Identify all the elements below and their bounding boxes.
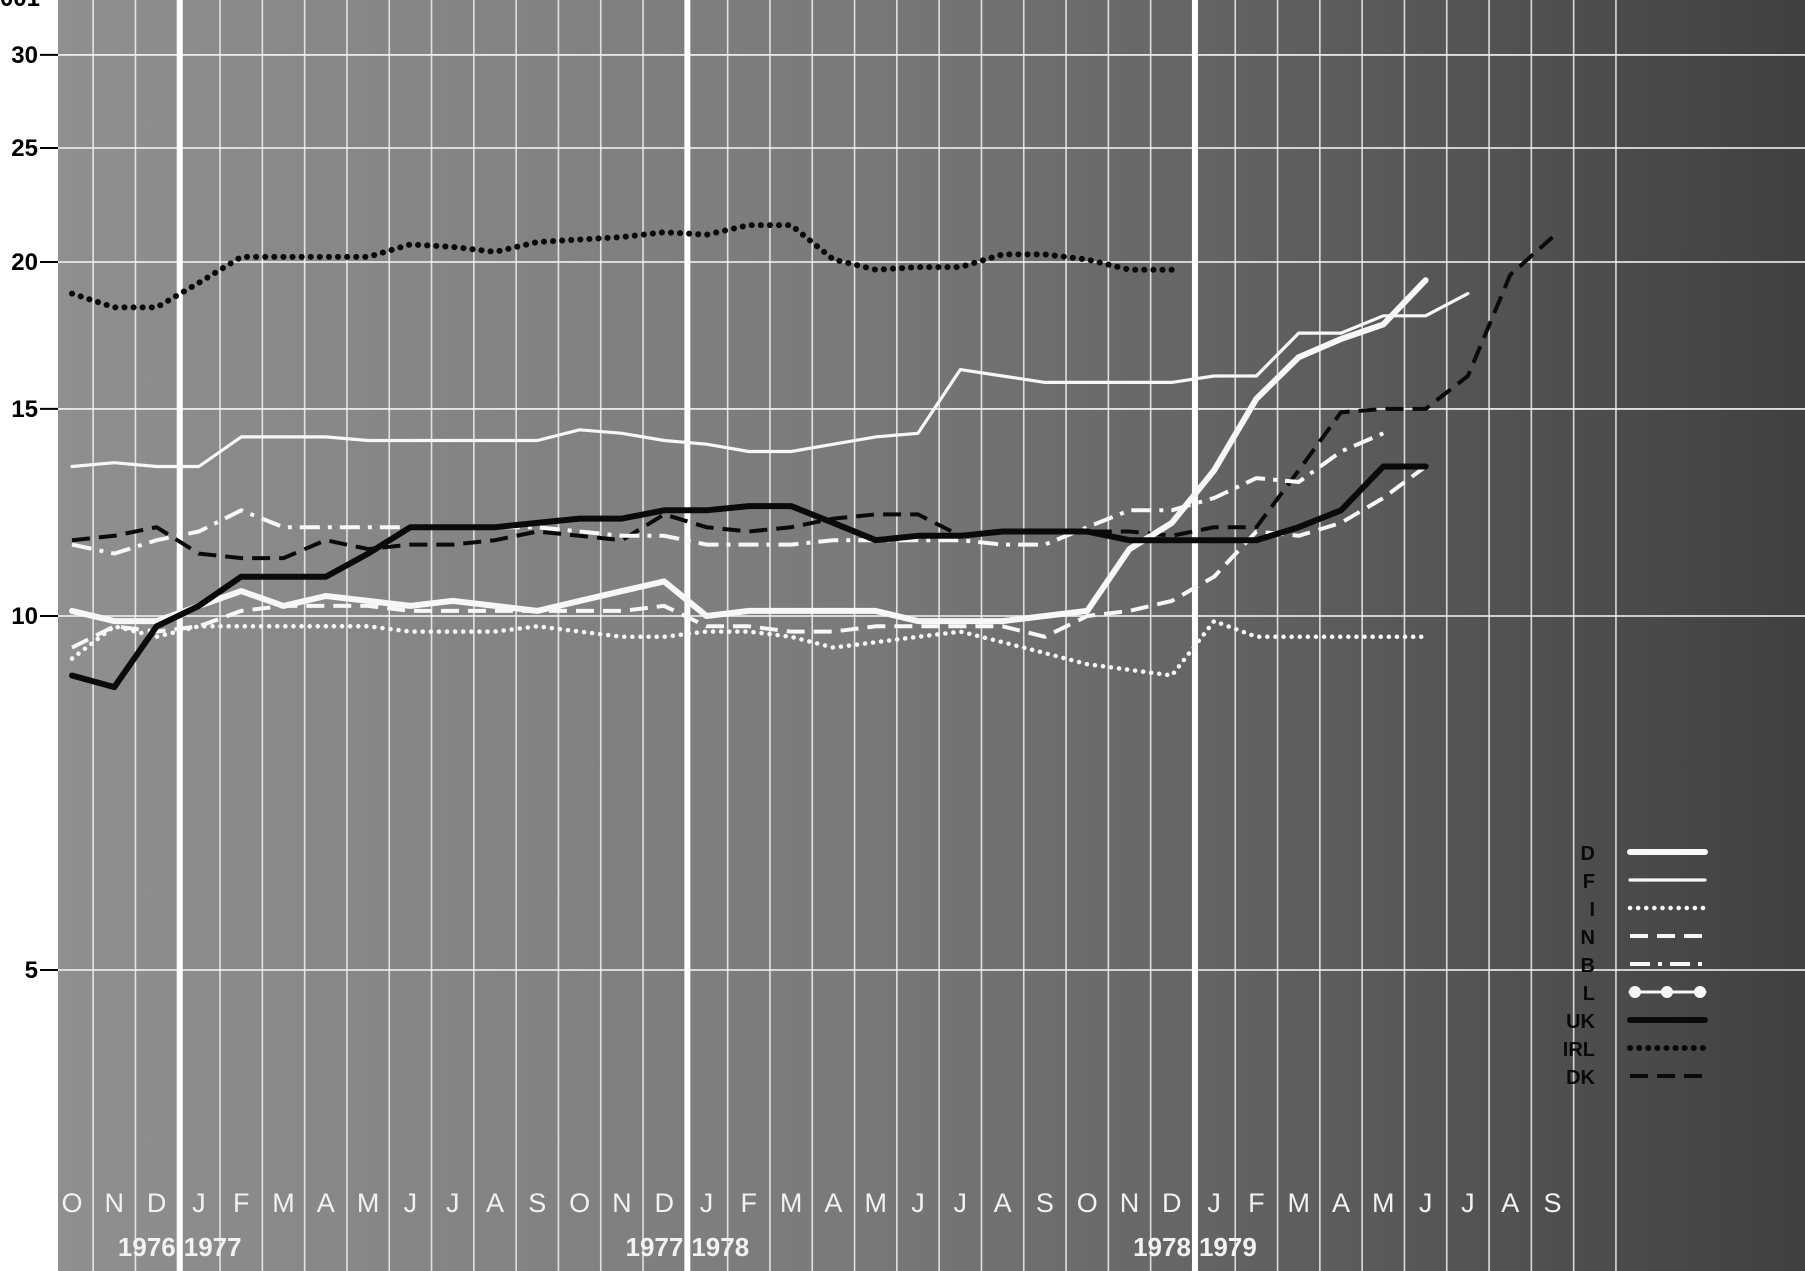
grid: [58, 0, 1805, 1271]
x-tick-label: O: [61, 1188, 82, 1218]
x-tick-label: N: [612, 1188, 632, 1218]
y-tick-label: 20: [11, 249, 38, 276]
legend-label: UK: [1566, 1011, 1595, 1033]
x-tick-label: F: [233, 1188, 250, 1218]
legend-label: L: [1583, 983, 1595, 1005]
series-line-i: [69, 618, 1428, 678]
x-tick-label: S: [1036, 1188, 1054, 1218]
x-tick-label: M: [357, 1188, 380, 1218]
x-tick-label: J: [1461, 1188, 1475, 1218]
y-tick-label: 25: [11, 135, 38, 162]
legend-marker: [1694, 986, 1706, 998]
x-tick-label: D: [654, 1188, 674, 1218]
legend-label: DK: [1566, 1067, 1595, 1089]
series-line-irl: [69, 222, 1175, 311]
x-tick-label: N: [1120, 1188, 1140, 1218]
year-label: 1977: [184, 1232, 242, 1262]
x-tick-label: D: [1162, 1188, 1182, 1218]
series-line-n: [71, 464, 1427, 650]
year-label: 1979: [1199, 1232, 1257, 1262]
y-tick-label: 10: [11, 603, 38, 630]
legend-label: I: [1589, 899, 1595, 921]
x-tick-label: J: [192, 1188, 206, 1218]
x-tick-label: O: [569, 1188, 590, 1218]
x-tick-label: M: [1287, 1188, 1310, 1218]
x-tick-label: J: [404, 1188, 418, 1218]
y-tick-label: 30: [11, 42, 38, 69]
y-axis: 001 5 10 15 20 25 30: [0, 0, 58, 984]
x-tick-label: A: [1501, 1188, 1519, 1218]
x-tick-label: A: [824, 1188, 842, 1218]
series-group: [69, 222, 1554, 691]
x-tick-label: S: [1543, 1188, 1561, 1218]
x-tick-label: F: [1248, 1188, 1265, 1218]
legend-label: D: [1581, 843, 1595, 865]
legend-marker: [1661, 986, 1673, 998]
top-cut-label: 001: [0, 0, 40, 12]
x-tick-label: J: [1419, 1188, 1433, 1218]
x-tick-label: J: [1207, 1188, 1221, 1218]
x-tick-label: S: [528, 1188, 546, 1218]
series-line-f: [70, 292, 1470, 469]
legend-label: F: [1583, 871, 1595, 893]
x-tick-label: M: [272, 1188, 295, 1218]
x-tick-label: A: [994, 1188, 1012, 1218]
x-tick-label: A: [486, 1188, 504, 1218]
x-tick-label: M: [864, 1188, 887, 1218]
year-label: 1978: [691, 1232, 749, 1262]
x-tick-label: A: [317, 1188, 335, 1218]
series-line-d: [69, 277, 1429, 625]
x-tick-label: N: [105, 1188, 125, 1218]
legend-marker: [1629, 986, 1641, 998]
x-tick-label: J: [446, 1188, 460, 1218]
x-tick-label: J: [954, 1188, 968, 1218]
series-line-dk: [71, 235, 1554, 561]
series-line-uk: [69, 463, 1429, 691]
year-label: 1977: [626, 1232, 684, 1262]
y-tick-label: 15: [11, 396, 38, 423]
x-tick-label: J: [911, 1188, 925, 1218]
x-tick-label: J: [700, 1188, 714, 1218]
series-line-b: [71, 431, 1385, 556]
x-tick-label: F: [741, 1188, 758, 1218]
x-tick-label: M: [1372, 1188, 1395, 1218]
legend-label: IRL: [1563, 1039, 1595, 1061]
x-tick-label: A: [1332, 1188, 1350, 1218]
legend-label: B: [1581, 955, 1595, 977]
x-tick-label: M: [780, 1188, 803, 1218]
legend-label: N: [1581, 927, 1595, 949]
x-axis: O N D J F M A M J J A S O N D J F M A M J J A S O N D J F M A M J J A S1976…: [61, 1188, 1561, 1262]
year-label: 1978: [1133, 1232, 1191, 1262]
x-tick-label: D: [147, 1188, 167, 1218]
y-tick-label: 5: [25, 957, 38, 984]
year-label: 1976: [118, 1232, 176, 1262]
x-tick-label: O: [1077, 1188, 1098, 1218]
